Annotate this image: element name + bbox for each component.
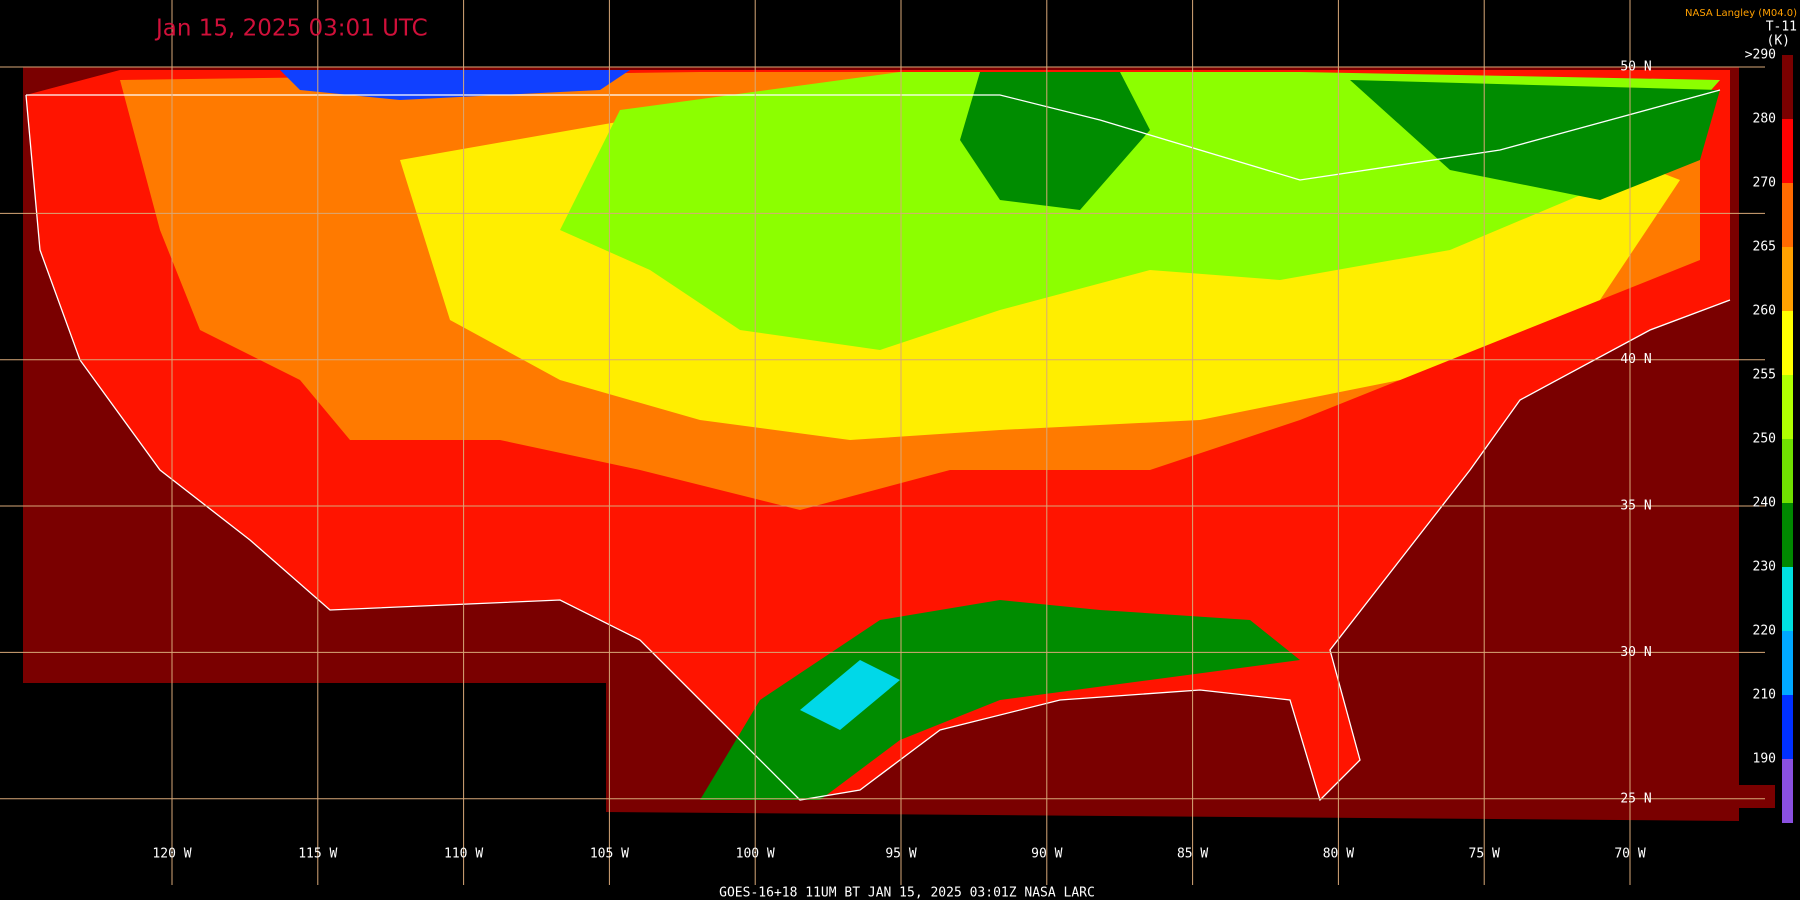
border-canada	[26, 89, 1721, 181]
region-blue	[280, 70, 630, 100]
lat-label: 35 N	[1620, 499, 1651, 514]
colorbar-label: 270	[1753, 176, 1776, 191]
colorbar-label: 255	[1753, 368, 1776, 383]
timestamp-title: Jan 15, 2025 03:01 UTC	[154, 16, 428, 42]
colorbar-segment	[1782, 247, 1793, 311]
colorbar-segment	[1782, 119, 1793, 183]
footer: GOES-16+18 11UM BT JAN 15, 2025 03:01Z N…	[719, 886, 1095, 900]
colorbar-label: >290	[1745, 48, 1776, 63]
colorbar-label: 190	[1753, 752, 1776, 767]
lat-lon-grid: 120 W 115 W 110 W 105 W 100 W 95 W 90 W 85 W 80 …	[0, 0, 1765, 885]
lon-label: 95 W	[885, 847, 916, 862]
lon-label: 85 W	[1177, 847, 1208, 862]
colorbar-label: 260	[1753, 304, 1776, 319]
lat-label: 50 N	[1620, 60, 1651, 75]
colorbar-segment	[1782, 503, 1793, 567]
colorbar-segment	[1782, 567, 1793, 631]
credit: NASA Langley (M04.0)	[1685, 8, 1797, 19]
lon-label: 75 W	[1469, 847, 1500, 862]
colorbar-segment	[1782, 311, 1793, 375]
channel: T-11	[1766, 20, 1797, 35]
colorbar-segment	[1782, 631, 1793, 695]
imagery	[23, 67, 1775, 821]
lon-label: 90 W	[1031, 847, 1062, 862]
colorbar-label: 280	[1753, 112, 1776, 127]
colorbar-segment	[1782, 439, 1793, 503]
colorbar-segment	[1782, 695, 1793, 759]
lon-label: 115 W	[298, 847, 337, 862]
colorbar-label: 240	[1753, 496, 1776, 511]
lon-label: 70 W	[1614, 847, 1645, 862]
region-cyan	[800, 660, 900, 730]
colorbar-label: 230	[1753, 560, 1776, 575]
lat-label: 30 N	[1620, 645, 1651, 660]
coastline	[25, 94, 1731, 802]
lat-label: 40 N	[1620, 352, 1651, 367]
colorbar-segment	[1782, 375, 1793, 439]
colorbar-segment	[1782, 183, 1793, 247]
colorbar-label: 265	[1753, 240, 1776, 255]
region-green	[960, 72, 1150, 210]
colorbar-segment	[1782, 759, 1793, 823]
lon-label: 105 W	[590, 847, 629, 862]
colorbar-label: 220	[1753, 624, 1776, 639]
colorbar-label: 210	[1753, 688, 1776, 703]
region-green-south	[700, 600, 1300, 800]
lon-label: 110 W	[444, 847, 483, 862]
colorbar-segment	[1782, 55, 1793, 119]
lat-label: 25 N	[1620, 791, 1651, 806]
colorbar: >290 280 270 265 260 255 250 240 230 220 210 190	[1745, 48, 1793, 823]
lon-label: 120 W	[152, 847, 191, 862]
lon-label: 100 W	[736, 847, 775, 862]
unit: (K)	[1767, 34, 1790, 49]
lon-label: 80 W	[1323, 847, 1354, 862]
colorbar-label: 250	[1753, 432, 1776, 447]
